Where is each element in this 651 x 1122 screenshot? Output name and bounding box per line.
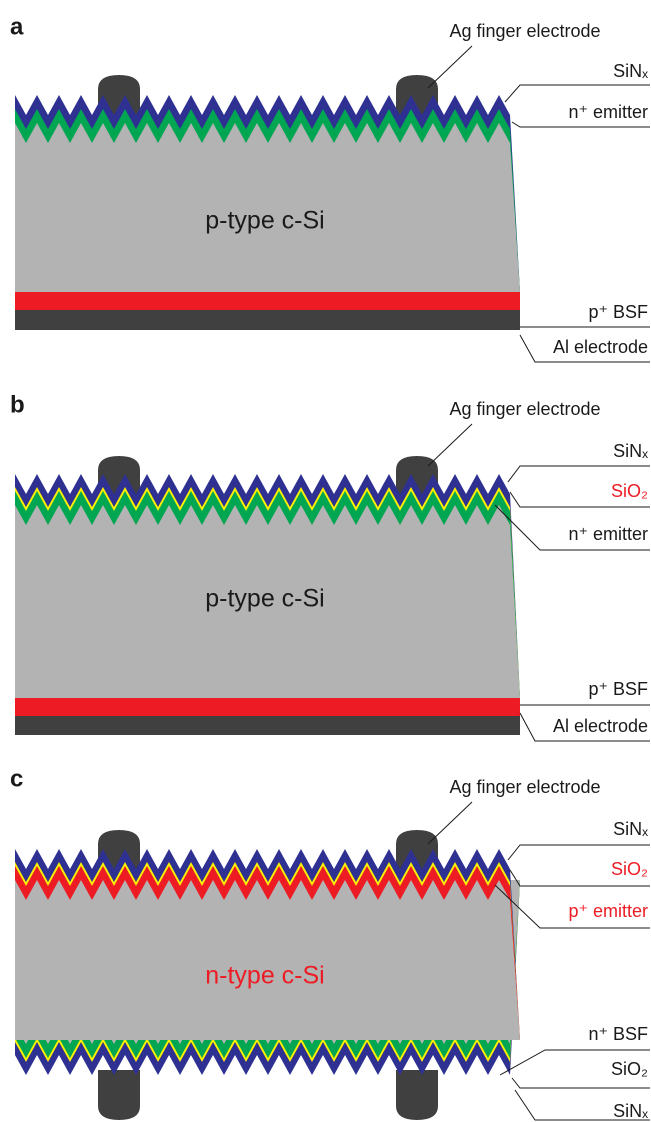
layer [15,505,520,698]
leader [427,45,473,89]
layer-label: SiNₓ [613,441,648,461]
layer-label: SiNₓ [613,1101,648,1121]
layer-label: SiO₂ [611,1059,648,1079]
layer-label: SiO₂ [611,859,648,879]
leader [427,423,473,467]
layer-label: SiNₓ [613,61,648,81]
layer-label: n⁺ BSF [588,1024,648,1044]
al-electrode [15,310,520,330]
body-label: p-type c-Si [205,207,324,235]
finger-label: Ag finger electrode [449,21,600,41]
al-electrode [15,716,520,735]
layer-label: SiNₓ [613,819,648,839]
layer-label: Al electrode [553,337,648,357]
layer-label: n⁺ emitter [568,524,648,544]
device-shapes [15,75,520,1120]
layer-label: p⁺ BSF [588,302,648,322]
finger [396,1070,438,1120]
leader [511,1077,650,1089]
leader [509,491,650,508]
panel-letter: c [10,765,23,792]
leader [519,712,650,742]
bsf [15,698,520,716]
leader [514,1089,650,1121]
leader [494,884,650,929]
body-label: p-type c-Si [205,585,324,613]
bsf [15,292,520,310]
leader [511,121,650,128]
panel-letter: b [10,391,25,418]
finger-label: Ag finger electrode [449,399,600,419]
leader [494,504,650,551]
layer-label: n⁺ emitter [568,102,648,122]
leader [507,844,650,861]
leader [499,1049,650,1076]
leader [509,869,650,887]
layer-label: SiO₂ [611,481,648,501]
layer-label: Al electrode [553,716,648,736]
layer [15,880,520,1040]
leader [504,84,650,103]
panel-letter: a [10,13,24,40]
layer-label: p⁺ BSF [588,679,648,699]
layer [15,123,520,292]
body-label: n-type c-Si [205,962,324,990]
finger-label: Ag finger electrode [449,777,600,797]
leader [507,465,650,483]
layer-label: p⁺ emitter [568,901,648,921]
leader [519,334,650,363]
finger [98,1070,140,1120]
leader [427,801,473,845]
